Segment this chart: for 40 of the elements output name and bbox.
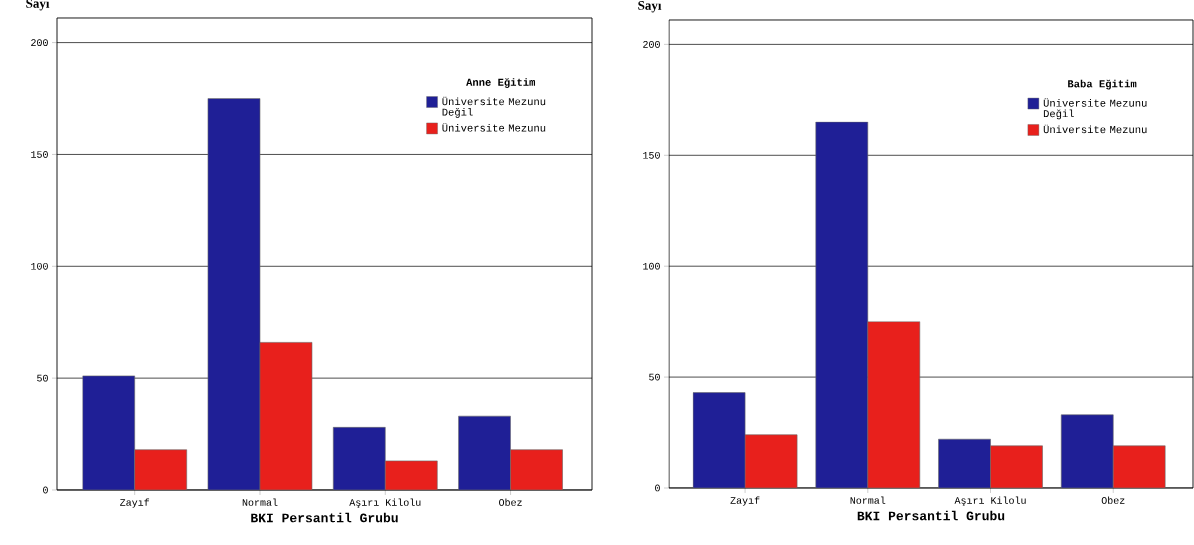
- bar: [259, 342, 312, 490]
- x-tick-label: Aşırı Kilolu: [954, 496, 1026, 506]
- legend-label: Üniversite Mezunu Değil: [442, 96, 546, 118]
- x-tick-label: Zayıf: [120, 498, 150, 508]
- bar: [385, 460, 438, 490]
- x-axis-title: BKI Persantil Grubu: [251, 512, 398, 523]
- bar: [82, 375, 135, 490]
- x-tick-label: Zayıf: [730, 496, 760, 506]
- legend-title: Baba Eğitim: [1068, 79, 1137, 90]
- bar: [990, 445, 1043, 488]
- legend-label: Üniversite Mezunu: [442, 123, 546, 132]
- bar: [510, 449, 563, 490]
- bar: [1112, 445, 1166, 488]
- y-tick-label: 150: [31, 151, 48, 158]
- bar: [744, 434, 798, 488]
- y-tick-label: 50: [649, 373, 660, 381]
- bar: [207, 98, 260, 490]
- bar: [458, 415, 511, 490]
- legend-label: Üniversite Mezunu Değil: [1043, 98, 1147, 120]
- x-tick-label: Obez: [1101, 496, 1125, 504]
- bar: [134, 449, 187, 490]
- y-axis-title: Sayı: [638, 1, 662, 13]
- y-tick-label: 200: [643, 40, 660, 48]
- x-tick-label: Aşırı Kilolu: [349, 498, 421, 508]
- y-axis-title: Sayı: [26, 0, 50, 11]
- y-tick-label: 50: [37, 374, 48, 382]
- legend-title: Anne Eğitim: [466, 78, 536, 88]
- y-tick-label: 0: [43, 486, 48, 494]
- x-tick-label: Normal: [850, 496, 886, 504]
- y-tick-label: 100: [643, 262, 660, 270]
- x-tick-label: Obez: [499, 498, 522, 506]
- legend-label: Üniversite Mezunu: [1043, 124, 1147, 134]
- bar: [333, 427, 386, 490]
- bar: [867, 321, 921, 488]
- x-tick-label: Normal: [242, 498, 278, 506]
- y-tick-label: 0: [655, 484, 660, 492]
- x-axis-title: BKI Persantil Grubu: [857, 510, 1005, 521]
- y-tick-label: 100: [31, 262, 48, 270]
- y-tick-label: 150: [643, 151, 660, 159]
- y-tick-label: 200: [31, 39, 48, 46]
